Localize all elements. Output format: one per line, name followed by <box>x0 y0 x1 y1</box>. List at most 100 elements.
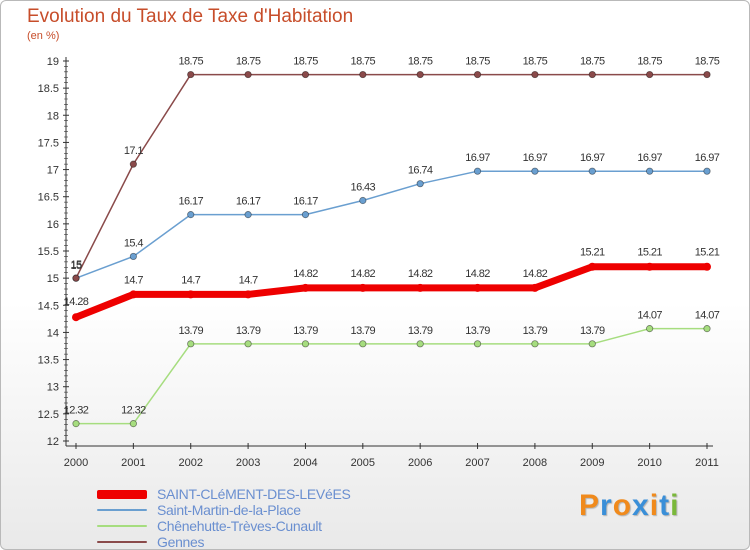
y-tick-label: 15.5 <box>38 246 59 258</box>
data-label: 14.7 <box>181 274 200 286</box>
data-point <box>473 283 482 292</box>
data-point <box>645 262 654 271</box>
data-point <box>473 167 482 175</box>
x-tick-label: 2007 <box>465 457 489 469</box>
data-point <box>531 70 539 79</box>
data-label: 13.79 <box>178 325 203 337</box>
data-label: 16.97 <box>580 152 605 164</box>
y-tick-label: 17.5 <box>38 137 59 149</box>
x-tick-label: 2011 <box>695 457 719 469</box>
data-label: 14.7 <box>239 274 258 286</box>
data-label: 13.79 <box>580 325 605 337</box>
data-label: 14.82 <box>408 268 433 280</box>
data-point <box>301 211 310 219</box>
data-label: 13.79 <box>523 325 548 337</box>
data-point <box>72 420 80 428</box>
data-point <box>531 340 539 348</box>
data-point <box>129 160 137 168</box>
data-label: 18.75 <box>465 56 490 68</box>
y-tick-label: 13.5 <box>38 355 59 367</box>
x-tick-label: 2000 <box>64 457 88 469</box>
legend-label: Saint-Martin-de-la-Place <box>157 502 301 518</box>
x-tick-label: 2005 <box>351 457 375 469</box>
data-point <box>416 180 424 188</box>
data-point <box>359 196 367 205</box>
data-point <box>129 290 138 299</box>
legend-item-chenehutte[interactable]: Chênehutte-Trèves-Cunault <box>97 518 351 534</box>
data-point <box>244 211 252 219</box>
chart-title: Evolution du Taux de Taxe d'Habitation <box>27 6 354 27</box>
data-label: 16.97 <box>523 152 548 164</box>
data-point <box>473 340 482 348</box>
x-tick-label: 2010 <box>637 457 661 469</box>
chart-subtitle: (en %) <box>27 30 60 42</box>
data-point <box>646 167 654 175</box>
data-label: 14.28 <box>64 296 89 308</box>
data-point <box>244 290 253 299</box>
data-point <box>244 70 252 79</box>
data-point <box>416 70 424 79</box>
proxiti-logo: Proxiti <box>579 489 680 522</box>
data-label: 15.4 <box>124 237 143 249</box>
y-tick-label: 18 <box>47 110 59 122</box>
y-tick-label: 14.5 <box>38 300 59 312</box>
data-label: 14.82 <box>523 268 548 280</box>
data-label: 18.75 <box>408 56 433 68</box>
data-label: 18.75 <box>523 56 548 68</box>
data-point <box>703 262 711 271</box>
data-label: 14.82 <box>465 268 490 280</box>
data-point <box>187 211 195 219</box>
chart-legend: SAINT-CLéMENT-DES-LEVéES Saint-Martin-de… <box>97 486 351 550</box>
data-point <box>473 70 482 79</box>
x-tick-label: 2008 <box>523 457 547 469</box>
data-point <box>301 70 310 79</box>
series-line-1 <box>75 170 708 279</box>
data-label: 18.75 <box>236 56 261 68</box>
data-label: 18.75 <box>580 56 605 68</box>
data-point <box>646 325 654 333</box>
y-tick-label: 12 <box>47 436 59 448</box>
data-label: 16.97 <box>465 152 490 164</box>
data-point <box>187 70 195 79</box>
legend-label: Gennes <box>157 534 205 550</box>
data-point <box>416 283 425 292</box>
legend-item-saint-martin[interactable]: Saint-Martin-de-la-Place <box>97 502 351 518</box>
y-tick-label: 12.5 <box>38 409 59 421</box>
data-point <box>129 252 137 261</box>
y-tick-label: 15 <box>47 273 59 285</box>
data-label: 18.75 <box>178 56 203 68</box>
x-tick-label: 2009 <box>580 457 604 469</box>
data-point <box>301 340 310 348</box>
data-point <box>186 290 195 299</box>
data-label: 16.74 <box>408 165 433 177</box>
data-point <box>531 167 539 175</box>
legend-label: Chênehutte-Trèves-Cunault <box>157 518 322 534</box>
series-line-3 <box>75 73 708 279</box>
x-tick-label: 2006 <box>408 457 432 469</box>
data-point <box>187 340 195 348</box>
legend-swatch <box>97 509 147 511</box>
legend-swatch <box>97 525 147 527</box>
data-label: 16.17 <box>178 196 203 208</box>
data-label: 15 <box>70 260 82 272</box>
data-label: 15.21 <box>580 247 605 259</box>
legend-item-gennes[interactable]: Gennes <box>97 534 351 550</box>
data-label: 12.32 <box>64 405 89 417</box>
data-label: 13.79 <box>465 325 490 337</box>
data-point <box>588 167 596 175</box>
data-label: 17.1 <box>124 145 143 157</box>
data-label: 15.21 <box>695 247 720 259</box>
legend-item-saint-clement[interactable]: SAINT-CLéMENT-DES-LEVéES <box>97 486 351 502</box>
data-point <box>358 283 367 292</box>
data-label: 16.97 <box>695 152 720 164</box>
data-point <box>703 70 711 79</box>
data-point <box>72 313 80 322</box>
data-point <box>416 340 424 348</box>
data-label: 14.82 <box>293 268 318 280</box>
data-label: 14.82 <box>351 268 376 280</box>
data-label: 16.17 <box>236 196 261 208</box>
y-tick-label: 19 <box>47 56 59 68</box>
data-label: 18.75 <box>637 56 662 68</box>
